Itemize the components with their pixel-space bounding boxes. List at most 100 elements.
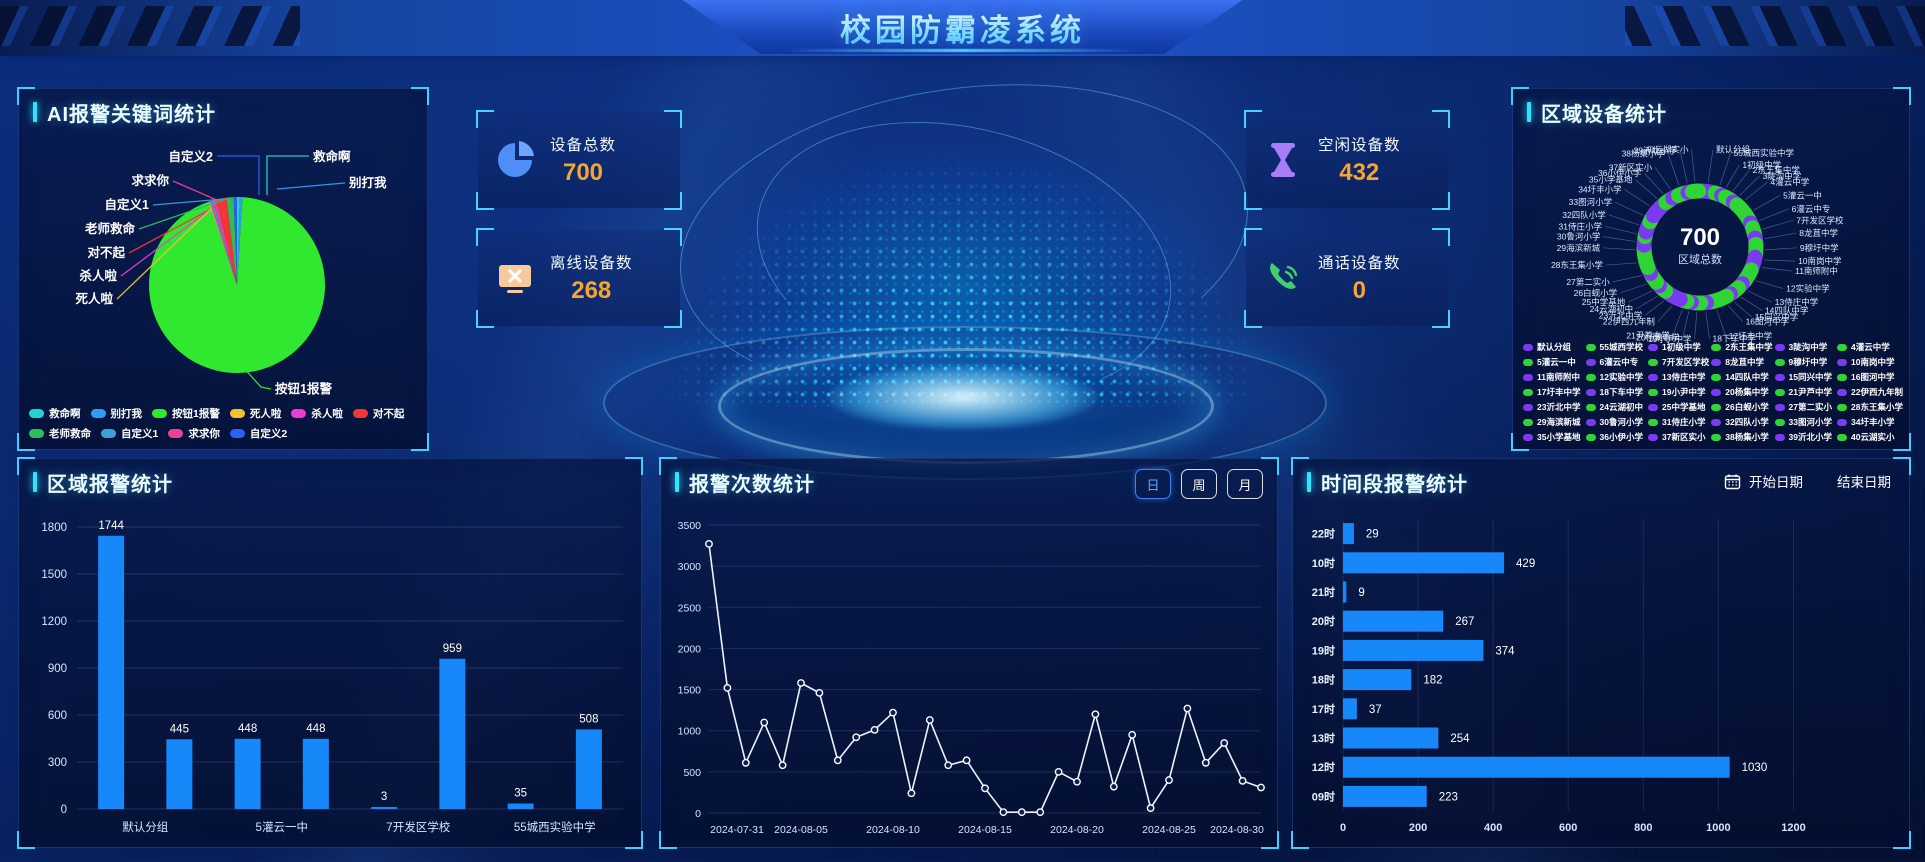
legend-label: 40云湖实小 bbox=[1851, 432, 1895, 442]
legend-swatch bbox=[1774, 358, 1785, 366]
stat-label: 离线设备数 bbox=[550, 255, 633, 272]
svg-text:374: 374 bbox=[1495, 645, 1515, 657]
legend-item[interactable]: 16图河中学 bbox=[1837, 371, 1903, 383]
legend-item[interactable]: 17圩丰中学 bbox=[1523, 386, 1584, 398]
legend-item[interactable]: 10南岗中学 bbox=[1837, 356, 1903, 368]
legend-item[interactable]: 自定义1 bbox=[101, 426, 158, 441]
legend-swatch bbox=[1837, 418, 1848, 426]
legend-item[interactable]: 34圩丰小学 bbox=[1837, 416, 1903, 428]
legend-item[interactable]: 5灌云一中 bbox=[1523, 356, 1584, 368]
svg-text:508: 508 bbox=[579, 713, 598, 725]
legend-label: 27第二实小 bbox=[1788, 402, 1832, 412]
legend-item[interactable]: 24云湖初中 bbox=[1585, 401, 1647, 413]
legend-item[interactable]: 32四队小学 bbox=[1711, 416, 1772, 428]
svg-text:20时: 20时 bbox=[1312, 614, 1335, 628]
svg-text:1200: 1200 bbox=[41, 616, 67, 628]
legend-item[interactable]: 救命啊 bbox=[29, 406, 81, 421]
legend-swatch bbox=[1837, 433, 1848, 441]
legend-item[interactable]: 21尹芦中学 bbox=[1774, 386, 1836, 398]
svg-text:2东王集中学: 2东王集中学 bbox=[1753, 165, 1801, 175]
legend-item[interactable]: 19小尹中学 bbox=[1648, 386, 1709, 398]
legend-item[interactable]: 30鲁河小学 bbox=[1585, 416, 1647, 428]
legend-label: 28东王集小学 bbox=[1851, 402, 1903, 412]
legend-item[interactable]: 55城西学校 bbox=[1585, 341, 1647, 353]
legend-swatch bbox=[1711, 343, 1722, 351]
legend-item[interactable]: 35小学基地 bbox=[1523, 431, 1584, 443]
legend-item[interactable]: 14四队中学 bbox=[1711, 371, 1772, 383]
svg-text:12实验中学: 12实验中学 bbox=[1786, 284, 1830, 294]
range-button-month[interactable]: 月 bbox=[1227, 469, 1263, 499]
range-button-week[interactable]: 周 bbox=[1181, 469, 1217, 499]
legend-swatch bbox=[1648, 418, 1659, 426]
svg-text:223: 223 bbox=[1439, 791, 1458, 803]
legend-item[interactable]: 40云湖实小 bbox=[1837, 431, 1903, 443]
legend-item[interactable]: 27第二实小 bbox=[1774, 401, 1836, 413]
legend-swatch bbox=[352, 409, 368, 418]
legend-item[interactable]: 20杨集中学 bbox=[1711, 386, 1772, 398]
legend-label: 对不起 bbox=[372, 408, 405, 420]
legend-item[interactable]: 求求你 bbox=[168, 426, 220, 441]
legend-item[interactable]: 22伊西九年制 bbox=[1837, 386, 1903, 398]
end-date-picker[interactable]: 结束日期 bbox=[1837, 471, 1891, 491]
legend-item[interactable]: 12实验中学 bbox=[1585, 371, 1647, 383]
legend-label: 救命啊 bbox=[49, 408, 81, 420]
svg-text:39沂北小学: 39沂北小学 bbox=[1634, 146, 1678, 156]
legend-item[interactable]: 9穆圩中学 bbox=[1774, 356, 1836, 368]
svg-text:自定义2: 自定义2 bbox=[169, 149, 214, 164]
legend-item[interactable]: 37新区实小 bbox=[1648, 431, 1709, 443]
legend-item[interactable]: 36小伊小学 bbox=[1585, 431, 1647, 443]
legend-item[interactable]: 8龙苴中学 bbox=[1711, 356, 1772, 368]
legend-item[interactable]: 38杨集小学 bbox=[1711, 431, 1772, 443]
legend-item[interactable]: 23沂北中学 bbox=[1523, 401, 1584, 413]
legend-item[interactable]: 3陡沟中学 bbox=[1774, 341, 1836, 353]
hourly-alarms-bar-chart: 0 200 400 600 800 1000 1200 22时 29 10时 429 21时 9 20时 2… bbox=[1312, 519, 1806, 834]
legend-item[interactable]: 7开发区学校 bbox=[1648, 356, 1709, 368]
legend-item[interactable]: 死人啦 bbox=[229, 406, 281, 421]
legend-label: 7开发区学校 bbox=[1662, 357, 1710, 367]
legend-item[interactable]: 2东王集中学 bbox=[1711, 341, 1773, 353]
legend-item[interactable]: 自定义2 bbox=[229, 426, 287, 441]
legend-label: 9穆圩中学 bbox=[1788, 357, 1828, 367]
legend-item[interactable]: 按钮1报警 bbox=[152, 406, 220, 421]
svg-text:30鲁河小学: 30鲁河小学 bbox=[1557, 232, 1601, 242]
legend-swatch bbox=[1523, 418, 1533, 426]
svg-text:3陡沟中学: 3陡沟中学 bbox=[1763, 171, 1802, 181]
legend-item[interactable]: 39沂北小学 bbox=[1774, 431, 1836, 443]
legend-item[interactable]: 杀人啦 bbox=[291, 406, 343, 421]
legend-item[interactable]: 别打我 bbox=[90, 406, 142, 421]
end-date-label: 结束日期 bbox=[1837, 475, 1891, 490]
legend-item[interactable]: 默认分组 bbox=[1523, 341, 1584, 353]
phone-icon bbox=[1270, 263, 1298, 289]
legend-swatch bbox=[168, 429, 184, 438]
legend-item[interactable]: 对不起 bbox=[352, 406, 405, 421]
stat-label: 通话设备数 bbox=[1318, 255, 1401, 272]
legend-item[interactable]: 4灌云中学 bbox=[1837, 341, 1903, 353]
svg-text:40云湖实小: 40云湖实小 bbox=[1645, 144, 1689, 154]
legend-swatch bbox=[229, 429, 245, 438]
legend-swatch bbox=[1774, 343, 1785, 351]
stat-label: 设备总数 bbox=[550, 137, 617, 154]
legend-item[interactable]: 6灌云中专 bbox=[1585, 356, 1647, 368]
legend-label: 2东王集中学 bbox=[1725, 342, 1773, 352]
legend-item[interactable]: 11南师附中 bbox=[1523, 371, 1584, 383]
legend-label: 自定义1 bbox=[121, 428, 159, 440]
legend-item[interactable]: 31侍庄小学 bbox=[1648, 416, 1709, 428]
legend-item[interactable]: 13侍庄中学 bbox=[1648, 371, 1709, 383]
legend-item[interactable]: 15同兴中学 bbox=[1774, 371, 1836, 383]
stat-card-total-devices: 设备总数 700 bbox=[476, 110, 682, 210]
legend-item[interactable]: 26白蚬小学 bbox=[1711, 401, 1772, 413]
svg-text:8龙苴中学: 8龙苴中学 bbox=[1799, 228, 1838, 238]
legend-item[interactable]: 1初级中学 bbox=[1648, 341, 1709, 353]
legend-item[interactable]: 28东王集小学 bbox=[1837, 401, 1903, 413]
range-button-day[interactable]: 日 bbox=[1135, 469, 1171, 499]
legend-swatch bbox=[1774, 433, 1785, 441]
start-date-picker[interactable]: 开始日期 bbox=[1724, 471, 1803, 491]
legend-item[interactable]: 33图河小学 bbox=[1774, 416, 1836, 428]
legend-item[interactable]: 老师救命 bbox=[29, 426, 91, 441]
legend-label: 按钮1报警 bbox=[172, 408, 220, 420]
legend-item[interactable]: 25中学基地 bbox=[1648, 401, 1709, 413]
legend-item[interactable]: 18下车中学 bbox=[1585, 386, 1647, 398]
svg-text:6灌云中专: 6灌云中专 bbox=[1792, 204, 1831, 214]
legend-item[interactable]: 29海滨新城 bbox=[1523, 416, 1584, 428]
